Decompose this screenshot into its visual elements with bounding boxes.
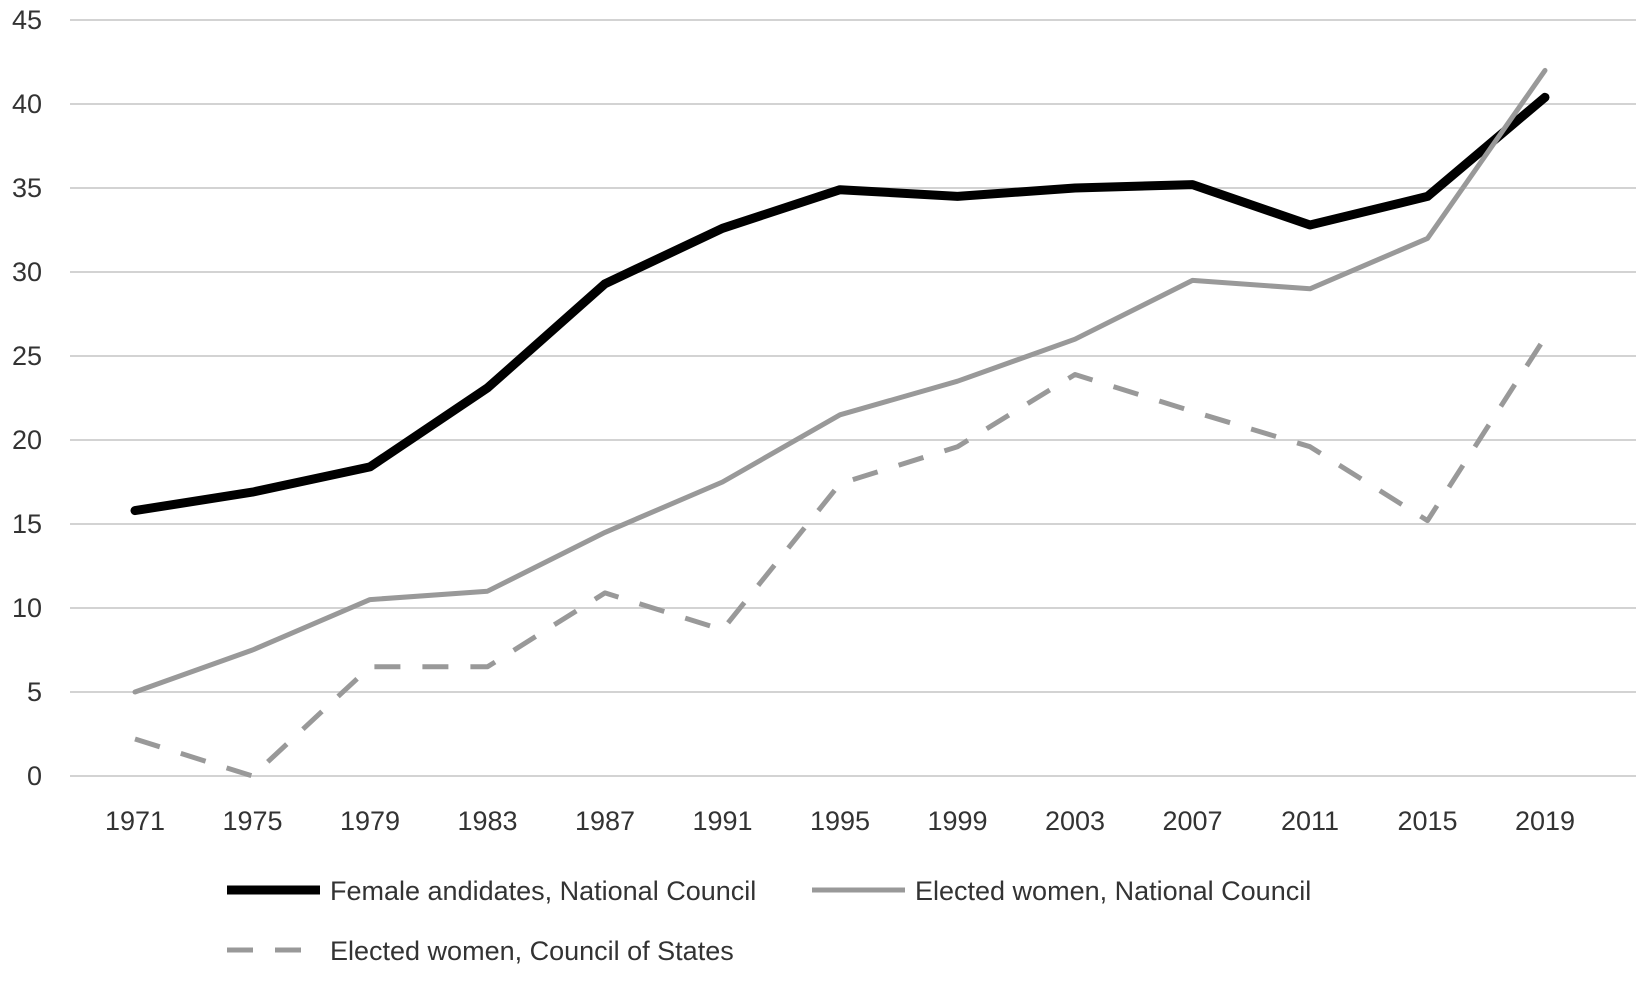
y-tick-label: 15 bbox=[12, 509, 42, 539]
series-line-1 bbox=[130, 92, 1550, 516]
y-tick-label: 30 bbox=[12, 257, 42, 287]
x-tick-label: 2011 bbox=[1281, 806, 1339, 836]
x-tick-label: 1979 bbox=[340, 806, 400, 836]
series-lines bbox=[130, 67, 1550, 779]
x-tick-label: 2019 bbox=[1515, 806, 1575, 836]
x-axis-ticks: 1971 1975 1979 1983 1987 1991 1995 1999 2003 2007… bbox=[105, 806, 1575, 836]
x-tick-label: 1971 bbox=[105, 806, 165, 836]
y-axis-ticks: 0 5 10 15 20 25 30 35 40 45 bbox=[12, 5, 42, 791]
legend-label: Female andidates, National Council bbox=[330, 876, 756, 906]
x-tick-label: 1983 bbox=[457, 806, 517, 836]
legend: Female andidates, National Council Electe… bbox=[227, 876, 1311, 966]
series-line-2 bbox=[132, 67, 1548, 695]
y-tick-label: 0 bbox=[27, 761, 42, 791]
gridlines bbox=[70, 19, 1636, 777]
x-tick-label: 2003 bbox=[1045, 806, 1105, 836]
series-line-3 bbox=[134, 336, 1548, 779]
x-tick-label: 1995 bbox=[810, 806, 870, 836]
y-tick-label: 35 bbox=[12, 173, 42, 203]
x-tick-label: 1991 bbox=[692, 806, 752, 836]
legend-label: Elected women, National Council bbox=[915, 876, 1311, 906]
x-tick-label: 2015 bbox=[1397, 806, 1457, 836]
y-tick-label: 10 bbox=[12, 593, 42, 623]
x-tick-label: 1999 bbox=[927, 806, 987, 836]
x-tick-label: 1987 bbox=[575, 806, 635, 836]
y-tick-label: 40 bbox=[12, 89, 42, 119]
legend-label: Elected women, Council of States bbox=[330, 936, 734, 966]
y-tick-label: 20 bbox=[12, 425, 42, 455]
y-tick-label: 25 bbox=[12, 341, 42, 371]
y-tick-label: 5 bbox=[27, 677, 42, 707]
x-tick-label: 2007 bbox=[1162, 806, 1222, 836]
x-tick-label: 1975 bbox=[222, 806, 282, 836]
y-tick-label: 45 bbox=[12, 5, 42, 35]
